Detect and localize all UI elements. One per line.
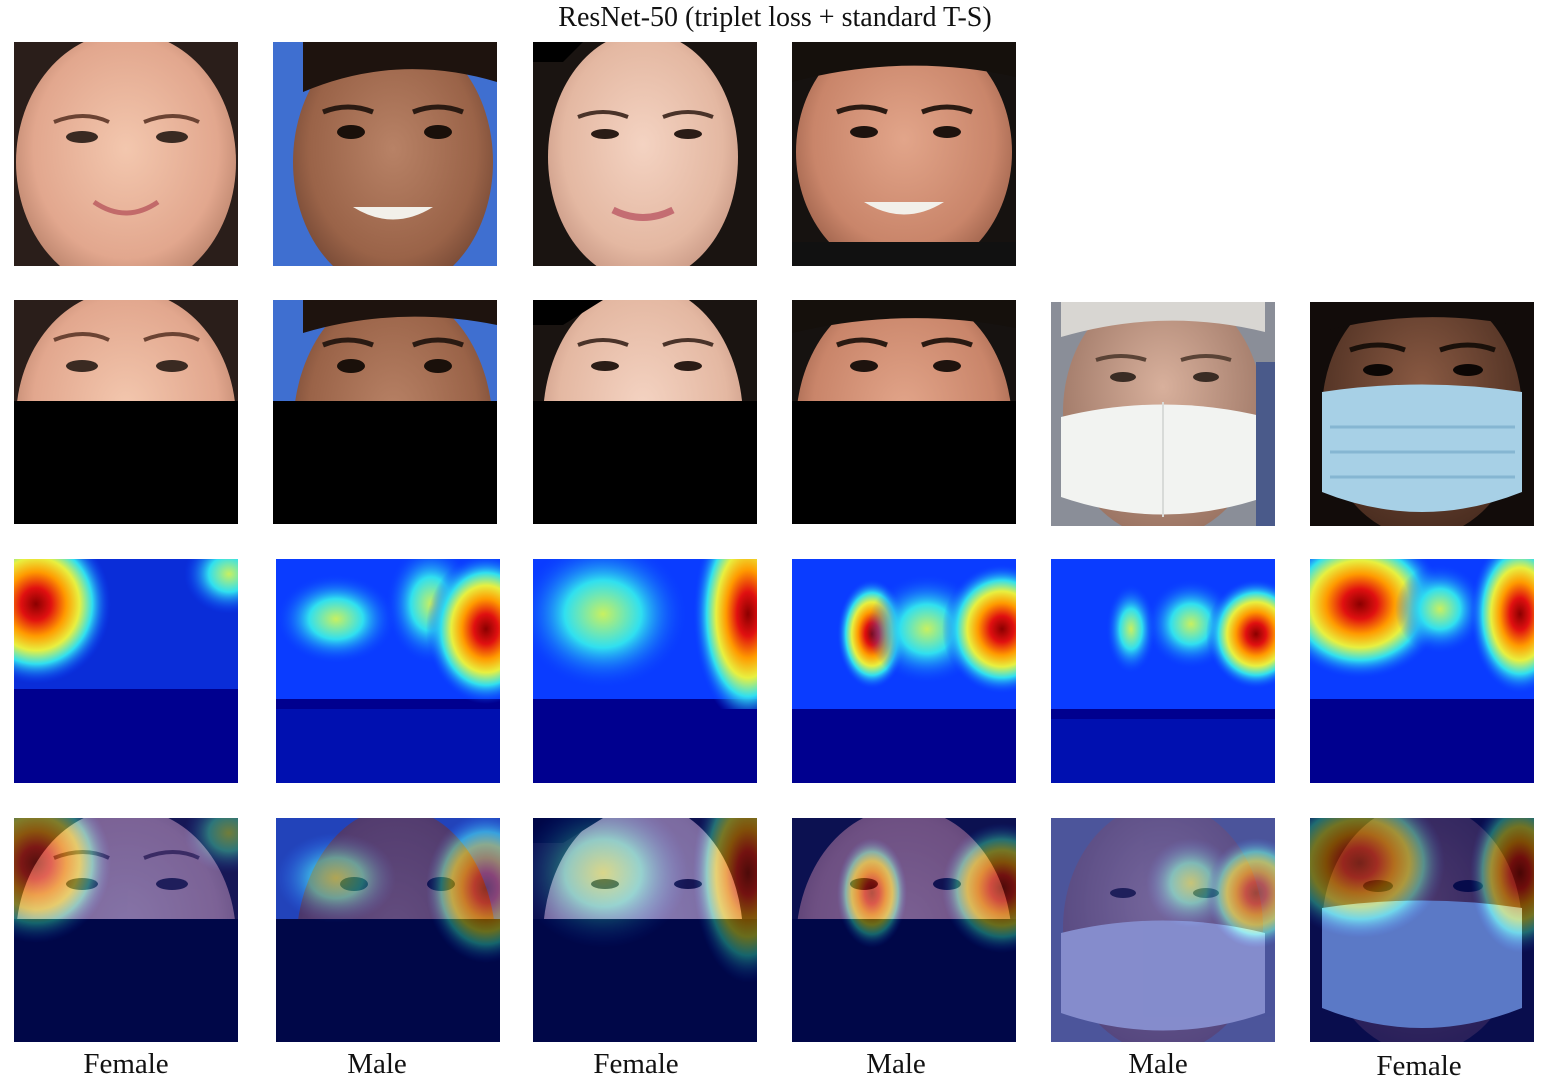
figure-title: ResNet-50 (triplet loss + standard T-S): [558, 2, 992, 33]
column-label-5: Male: [1128, 1048, 1188, 1080]
overlay-image-1: [14, 818, 238, 1042]
synthetic-mask-block: [533, 401, 757, 524]
real-masked-face-image-5: [1051, 302, 1275, 526]
overlay-image-6: [1310, 818, 1534, 1042]
real-masked-face-image-6: [1310, 302, 1534, 526]
column-label-1: Female: [83, 1048, 169, 1080]
overlay-image-3: [533, 818, 757, 1042]
heatmap-1: [14, 559, 238, 783]
overlay-image-5: [1051, 818, 1275, 1042]
column-label-6: Female: [1376, 1050, 1462, 1082]
column-label-4: Male: [866, 1048, 926, 1080]
face-image-1: [14, 42, 238, 266]
synthetic-mask-block: [792, 401, 1016, 524]
heatmap-4: [792, 559, 1016, 783]
masked-face-image-3: [533, 300, 757, 524]
synthetic-mask-block: [273, 401, 497, 524]
masked-face-image-2: [273, 300, 497, 524]
column-label-3: Female: [593, 1048, 679, 1080]
overlay-image-2: [276, 818, 500, 1042]
heatmap-2: [276, 559, 500, 783]
heatmap-3: [533, 559, 757, 783]
heatmap-6: [1310, 559, 1534, 783]
face-image-4: [792, 42, 1016, 266]
masked-face-image-1: [14, 300, 238, 524]
face-image-2: [273, 42, 497, 266]
heatmap-5: [1051, 559, 1275, 783]
synthetic-mask-block: [14, 401, 238, 524]
masked-face-image-4: [792, 300, 1016, 524]
overlay-image-4: [792, 818, 1016, 1042]
column-label-2: Male: [347, 1048, 407, 1080]
face-image-3: [533, 42, 757, 266]
